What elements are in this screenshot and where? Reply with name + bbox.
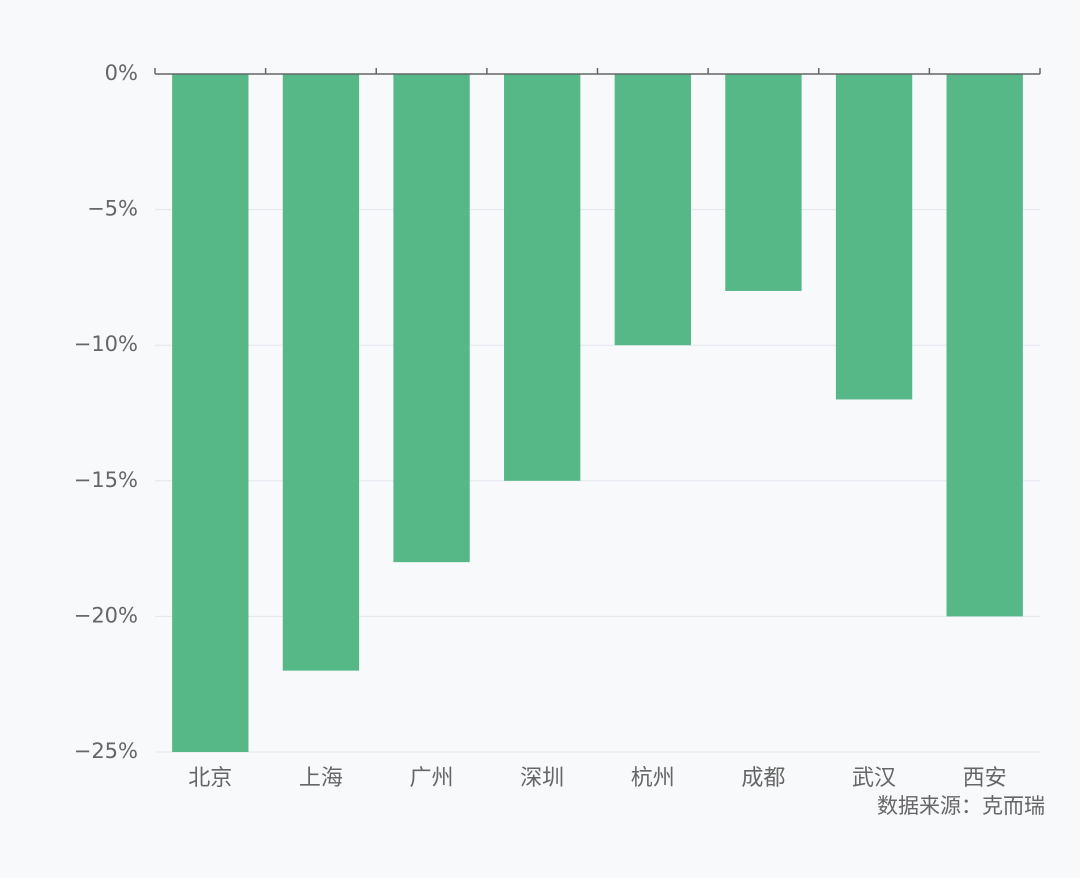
y-tick-label: −25% — [74, 739, 138, 763]
bar — [835, 74, 913, 400]
bar — [504, 74, 581, 481]
bar — [725, 74, 802, 291]
y-tick-label: −10% — [74, 332, 138, 356]
y-tick-label: −20% — [74, 603, 138, 627]
y-tick-label: −15% — [74, 468, 138, 492]
bar — [172, 74, 249, 752]
bar — [393, 74, 470, 563]
y-tick-label: 0% — [105, 61, 138, 85]
x-tick-label: 成都 — [741, 766, 785, 791]
bar — [282, 74, 360, 671]
x-tick-label: 广州 — [410, 766, 454, 791]
x-tick-label: 西安 — [963, 766, 1007, 791]
x-tick-label: 杭州 — [631, 766, 675, 791]
bar — [614, 74, 691, 346]
bar — [946, 74, 1023, 617]
source-note: 数据来源：克而瑞 — [877, 794, 1045, 818]
x-tick-label: 北京 — [188, 766, 232, 791]
x-tick-label: 深圳 — [520, 766, 564, 791]
x-tick-label: 武汉 — [852, 766, 896, 791]
y-tick-label: −5% — [87, 197, 138, 221]
x-tick-label: 上海 — [299, 766, 343, 791]
